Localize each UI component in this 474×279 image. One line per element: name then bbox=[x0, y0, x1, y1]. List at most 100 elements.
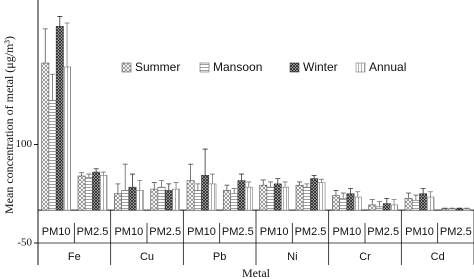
group-label: Cr bbox=[359, 251, 371, 263]
bar bbox=[150, 188, 159, 211]
x-tick-label: PM2.5 bbox=[222, 226, 254, 238]
bar bbox=[55, 25, 64, 211]
x-tick-label: PM2.5 bbox=[295, 226, 327, 238]
error-bar bbox=[275, 178, 281, 184]
error-bar bbox=[406, 192, 412, 199]
bar bbox=[382, 203, 391, 211]
bar bbox=[63, 66, 72, 211]
error-bar bbox=[449, 207, 455, 209]
error-bar bbox=[442, 207, 448, 209]
bar bbox=[237, 180, 246, 211]
error-bar bbox=[384, 197, 390, 204]
bar bbox=[193, 190, 202, 211]
legend-label: Mansoon bbox=[213, 60, 262, 74]
error-bar bbox=[79, 172, 85, 177]
bar bbox=[390, 204, 398, 211]
legend-swatch bbox=[355, 62, 366, 73]
error-bar bbox=[282, 181, 288, 188]
bar bbox=[157, 186, 166, 211]
bar bbox=[375, 206, 384, 211]
bar bbox=[99, 175, 108, 211]
error-bar bbox=[246, 181, 252, 188]
error-bar bbox=[166, 183, 172, 191]
x-tick-label: PM10 bbox=[42, 226, 71, 238]
x-tick-label: PM2.5 bbox=[149, 226, 181, 238]
error-bar bbox=[260, 179, 266, 186]
error-bar bbox=[391, 199, 397, 205]
bar bbox=[128, 186, 137, 211]
error-bar bbox=[304, 183, 310, 188]
x-tick-label: PM10 bbox=[332, 226, 361, 238]
bar bbox=[353, 196, 362, 211]
bar bbox=[440, 208, 449, 211]
bar bbox=[41, 62, 50, 211]
group-label: Ni bbox=[287, 251, 297, 263]
error-bar bbox=[122, 163, 128, 191]
error-bar bbox=[420, 188, 426, 194]
bar bbox=[230, 193, 239, 211]
y-tick-label: 100 bbox=[16, 138, 33, 150]
error-bar bbox=[129, 173, 135, 188]
bar bbox=[317, 182, 326, 211]
bar bbox=[368, 204, 377, 211]
bar bbox=[448, 208, 457, 211]
bar bbox=[462, 208, 471, 211]
error-bar bbox=[340, 192, 346, 199]
bar bbox=[302, 186, 311, 211]
error-bar bbox=[464, 207, 470, 209]
error-bar bbox=[231, 188, 237, 194]
bar bbox=[121, 190, 130, 211]
error-bar bbox=[173, 182, 179, 190]
x-tick-label: PM10 bbox=[405, 226, 434, 238]
bar bbox=[331, 195, 340, 211]
error-bar bbox=[413, 194, 419, 201]
bar bbox=[295, 184, 304, 211]
y-tick-label: -50 bbox=[17, 237, 32, 249]
x-tick-label: PM2.5 bbox=[440, 226, 472, 238]
error-bar bbox=[115, 183, 121, 194]
bar bbox=[92, 171, 101, 211]
error-bar bbox=[224, 184, 230, 191]
bar bbox=[455, 208, 464, 211]
error-bar bbox=[333, 190, 339, 196]
error-bar bbox=[137, 180, 143, 191]
bar bbox=[186, 180, 195, 211]
error-bar bbox=[238, 173, 244, 181]
legend-label: Annual bbox=[369, 60, 406, 74]
group-label: Pb bbox=[213, 251, 226, 263]
bar bbox=[77, 175, 86, 211]
error-bar bbox=[86, 173, 92, 178]
bar bbox=[48, 100, 57, 211]
error-bar bbox=[151, 182, 157, 190]
x-tick-label: PM2.5 bbox=[367, 226, 399, 238]
error-bar bbox=[355, 191, 361, 198]
legend-swatch bbox=[289, 62, 300, 73]
x-tick-label: PM10 bbox=[187, 226, 216, 238]
legend-label: Summer bbox=[135, 60, 180, 74]
bar bbox=[419, 193, 428, 211]
bar bbox=[244, 186, 253, 211]
bar bbox=[404, 198, 413, 211]
error-bar bbox=[347, 188, 353, 194]
error-bar bbox=[195, 183, 201, 191]
bar bbox=[310, 178, 319, 211]
group-label: Fe bbox=[68, 251, 81, 263]
x-axis-label: Metal bbox=[242, 266, 271, 279]
legend-swatch bbox=[199, 62, 210, 73]
error-bar bbox=[268, 181, 274, 188]
bar bbox=[84, 177, 93, 211]
error-bar bbox=[159, 180, 165, 188]
bar bbox=[135, 190, 144, 211]
bar bbox=[281, 186, 289, 211]
group-label: Cd bbox=[431, 251, 445, 263]
bar bbox=[273, 183, 282, 211]
error-bar bbox=[318, 178, 324, 183]
bar bbox=[172, 188, 181, 211]
bar bbox=[164, 190, 173, 211]
error-bar bbox=[202, 148, 208, 176]
bar bbox=[339, 198, 348, 211]
error-bar bbox=[100, 171, 106, 176]
bar bbox=[201, 175, 210, 211]
bar bbox=[426, 196, 435, 211]
